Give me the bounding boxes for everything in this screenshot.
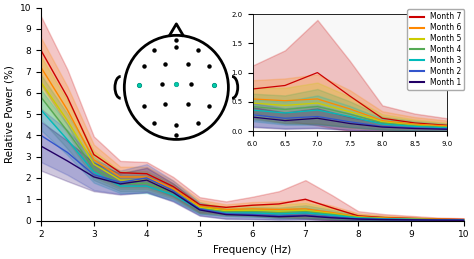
Legend: Month 7, Month 6, Month 5, Month 4, Month 3, Month 2, Month 1: Month 7, Month 6, Month 5, Month 4, Mont… xyxy=(407,9,465,90)
Y-axis label: Relative Power (%): Relative Power (%) xyxy=(4,65,14,163)
X-axis label: Frequency (Hz): Frequency (Hz) xyxy=(213,245,292,255)
